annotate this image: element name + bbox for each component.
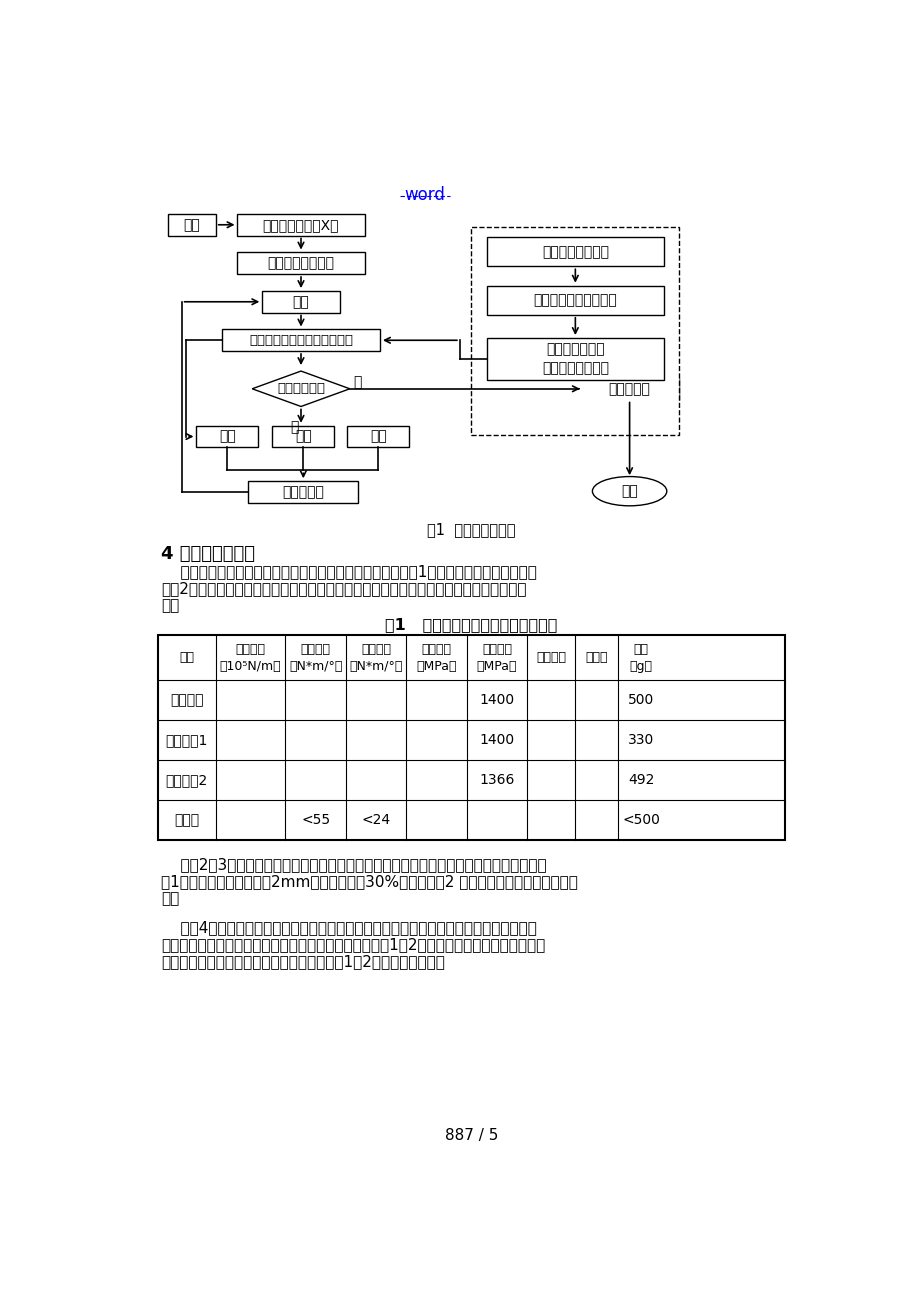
Text: <500: <500 xyxy=(621,812,660,827)
Text: 解码: 解码 xyxy=(292,294,309,309)
Text: 为验证优化的可行性，首先以计算样例弹性轴承优化，方案1对轴承几何尺寸进展优化，: 为验证优化的可行性，首先以计算样例弹性轴承优化，方案1对轴承几何尺寸进展优化， xyxy=(162,564,537,579)
Bar xyxy=(196,426,258,448)
Text: 案1的大接头处的半径减小2mm，质量减小近30%，优化方案2 的的大接头处半径几乎没有变: 案1的大接头处的半径减小2mm，质量减小近30%，优化方案2 的的大接头处半径几… xyxy=(162,874,578,889)
Text: 500: 500 xyxy=(628,693,653,707)
Text: 可知，将较厚的胶层远离大接头，才使得方案1、2的质量有所下降。: 可知，将较厚的胶层远离大接头，才使得方案1、2的质量有所下降。 xyxy=(162,954,445,969)
Text: 是: 是 xyxy=(353,375,361,389)
Text: 质量
（g）: 质量 （g） xyxy=(629,642,652,673)
Text: 887 / 5: 887 / 5 xyxy=(444,1128,498,1143)
Text: 否: 否 xyxy=(290,421,299,435)
Text: <24: <24 xyxy=(361,812,391,827)
Text: 轴承刚度性能计算模块: 轴承刚度性能计算模块 xyxy=(533,293,617,307)
Bar xyxy=(167,214,216,236)
Bar xyxy=(579,378,678,400)
Text: 确定设计变量与X围: 确定设计变量与X围 xyxy=(263,217,339,232)
Bar xyxy=(262,290,339,312)
Text: word: word xyxy=(404,185,445,203)
Text: 对初始种群计算适应度并统计: 对初始种群计算适应度并统计 xyxy=(249,333,353,346)
Text: 满足收敛条件: 满足收敛条件 xyxy=(277,383,324,396)
Text: 交叉: 交叉 xyxy=(295,430,312,444)
Bar xyxy=(221,329,380,352)
Text: 原始方案: 原始方案 xyxy=(170,693,203,707)
Text: 扭转刚度
（N*m/°）: 扭转刚度 （N*m/°） xyxy=(349,642,403,673)
Text: 项目: 项目 xyxy=(179,651,194,664)
Bar xyxy=(237,253,365,273)
Text: 开始: 开始 xyxy=(183,217,200,232)
Text: 剪切模量
（MPa）: 剪切模量 （MPa） xyxy=(416,642,457,673)
Text: 方案2对轴承几何尺寸与材料参数进展优化，并将优化前后刚度、材料、几何参数结果如表: 方案2对轴承几何尺寸与材料参数进展优化，并将优化前后刚度、材料、几何参数结果如表 xyxy=(162,581,527,596)
Text: 压缩刚度
（10⁵N/m）: 压缩刚度 （10⁵N/m） xyxy=(220,642,281,673)
Bar xyxy=(486,237,663,267)
Text: 产生新种群: 产生新种群 xyxy=(282,484,323,499)
Bar xyxy=(347,426,409,448)
Bar xyxy=(471,227,678,435)
Text: 将求得刚度结果
作为个体的适应度: 将求得刚度结果 作为个体的适应度 xyxy=(541,342,608,375)
Text: 泊松比: 泊松比 xyxy=(584,651,607,664)
Text: 优化方案1: 优化方案1 xyxy=(165,733,208,747)
Text: 层厚度的函数。原始方案的胶层厚度变化平缓，优化方案1、2的胶层厚度变化急剧，通过比照: 层厚度的函数。原始方案的胶层厚度变化平缓，优化方案1、2的胶层厚度变化急剧，通过… xyxy=(162,937,545,952)
Text: 输出最优解: 输出最优解 xyxy=(608,381,650,396)
Text: 标准值: 标准值 xyxy=(174,812,199,827)
Bar xyxy=(486,285,663,315)
Text: 由图4中可知，原始方案胶层外垂距线性变化，优化过后胶层外垂距为非线性，而且是胶: 由图4中可知，原始方案胶层外垂距线性变化，优化过后胶层外垂距为非线性，而且是胶 xyxy=(162,921,537,935)
Text: 1400: 1400 xyxy=(479,693,514,707)
Text: 1366: 1366 xyxy=(479,773,515,786)
Text: 弯曲刚度
（N*m/°）: 弯曲刚度 （N*m/°） xyxy=(289,642,342,673)
Text: 变异: 变异 xyxy=(369,430,387,444)
Text: 化。: 化。 xyxy=(162,891,179,906)
Text: <55: <55 xyxy=(301,812,330,827)
Text: 492: 492 xyxy=(628,773,653,786)
Bar xyxy=(486,339,663,380)
Bar xyxy=(157,635,785,840)
Text: 由图2、3中可知，原始方案胶层外形为凹曲线，优化过后变为近似直线的凸曲线。优化方: 由图2、3中可知，原始方案胶层外形为凹曲线，优化过后变为近似直线的凸曲线。优化方 xyxy=(162,857,547,872)
Text: 炭黑系数: 炭黑系数 xyxy=(536,651,566,664)
Bar xyxy=(272,426,334,448)
Text: 输入轴承参数模块: 输入轴承参数模块 xyxy=(541,245,608,259)
Text: 优化方案2: 优化方案2 xyxy=(165,773,208,786)
Text: 1400: 1400 xyxy=(479,733,514,747)
Text: 完毕: 完毕 xyxy=(620,484,637,499)
Text: 中：: 中： xyxy=(162,598,179,613)
Text: 330: 330 xyxy=(628,733,653,747)
Text: 表1   算例优化刚度与材料参数比照表: 表1 算例优化刚度与材料参数比照表 xyxy=(385,617,557,631)
Bar xyxy=(237,214,365,236)
Text: 体积模量
（MPa）: 体积模量 （MPa） xyxy=(476,642,516,673)
Text: 初始化种群并编码: 初始化种群并编码 xyxy=(267,256,335,271)
Text: 选择: 选择 xyxy=(219,430,235,444)
Text: 图1  优化过程流程图: 图1 优化过程流程图 xyxy=(426,522,516,536)
Bar xyxy=(248,482,358,503)
Text: 4 优化算例与结果: 4 优化算例与结果 xyxy=(162,546,255,562)
